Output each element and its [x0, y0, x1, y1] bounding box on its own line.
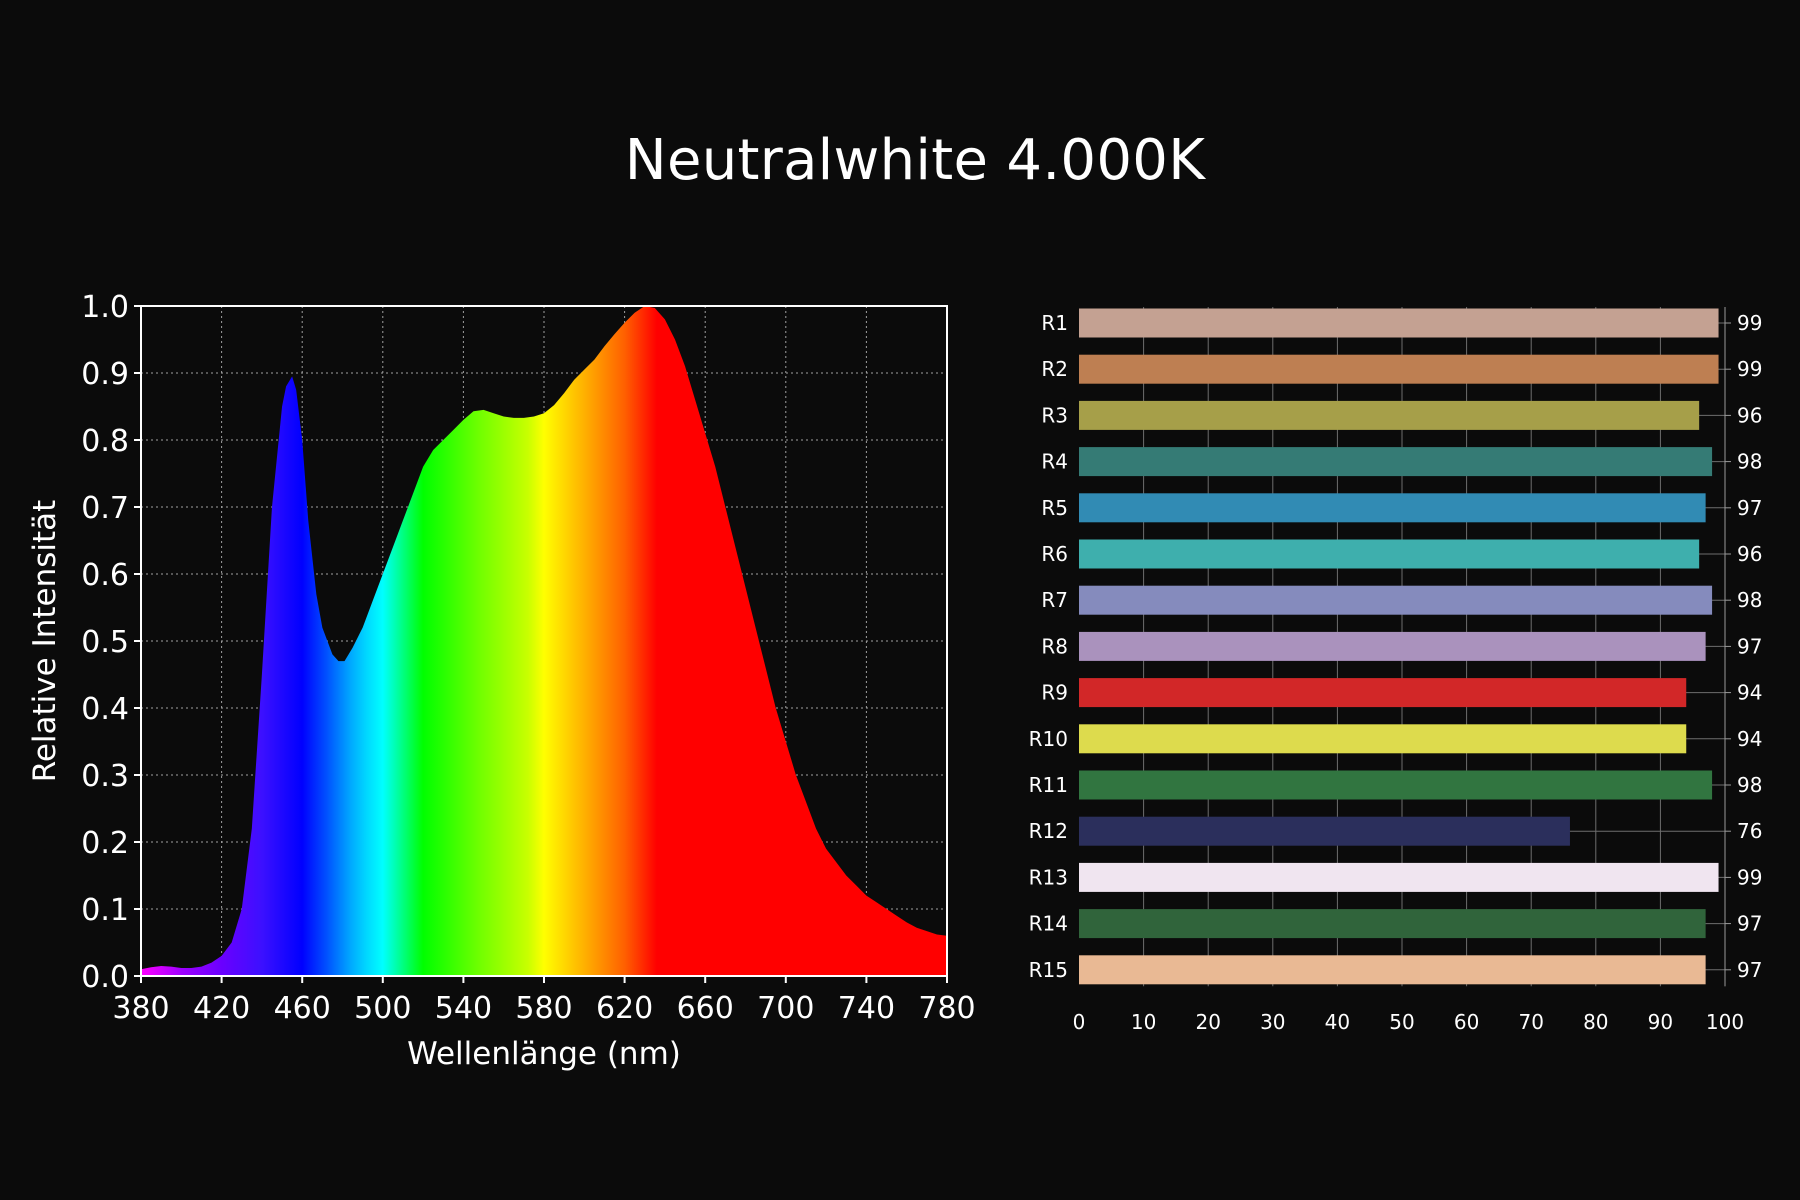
cri-x-tick-label: 20 — [1195, 1010, 1220, 1034]
y-tick-label: 0.9 — [81, 357, 129, 392]
x-tick-label: 460 — [274, 991, 331, 1026]
cri-value-label: 76 — [1737, 819, 1762, 843]
cri-value-label: 98 — [1737, 773, 1762, 797]
cri-x-tick-label: 100 — [1706, 1010, 1744, 1034]
cri-value-label: 98 — [1737, 588, 1762, 612]
cri-category-labels: R1 R2 R3 R4 R5 R6 R7 R8 R9 R10 R11 R12 R13 R14 R15 — [1029, 311, 1068, 982]
cri-category-label: R10 — [1029, 727, 1068, 751]
cri-category-label: R13 — [1029, 865, 1068, 889]
spectrum-area — [141, 306, 947, 976]
cri-x-tick-label: 50 — [1389, 1010, 1414, 1034]
cri-category-label: R7 — [1041, 588, 1068, 612]
x-tick-label: 660 — [677, 991, 734, 1026]
cri-bars — [1079, 308, 1719, 985]
y-tick-label: 0.4 — [81, 692, 129, 727]
cri-x-tick-label: 0 — [1073, 1010, 1086, 1034]
cri-bar — [1079, 493, 1706, 523]
cri-value-label: 99 — [1737, 357, 1762, 381]
cri-bar — [1079, 678, 1687, 708]
y-tick-label: 0.1 — [81, 893, 129, 928]
cri-category-label: R11 — [1029, 773, 1068, 797]
cri-bar — [1079, 585, 1713, 615]
x-tick-label: 580 — [515, 991, 572, 1026]
cri-x-tick-label: 60 — [1454, 1010, 1479, 1034]
cri-category-label: R12 — [1029, 819, 1068, 843]
cri-bar — [1079, 816, 1570, 846]
cri-x-tick-label: 10 — [1131, 1010, 1156, 1034]
cri-bar — [1079, 539, 1700, 569]
x-tick-label: 700 — [757, 991, 814, 1026]
x-tick-label: 740 — [838, 991, 895, 1026]
cri-value-label: 99 — [1737, 865, 1762, 889]
cri-category-label: R8 — [1041, 634, 1068, 658]
cri-category-label: R6 — [1041, 542, 1068, 566]
cri-bar — [1079, 862, 1719, 892]
cri-category-label: R4 — [1041, 450, 1068, 474]
cri-x-tick-label: 30 — [1260, 1010, 1285, 1034]
y-tick-label: 0.5 — [81, 625, 129, 660]
x-tick-label: 500 — [354, 991, 411, 1026]
cri-bar — [1079, 770, 1713, 800]
cri-category-label: R1 — [1041, 311, 1068, 335]
y-tick-label: 0.8 — [81, 424, 129, 459]
cri-bar — [1079, 447, 1713, 477]
cri-value-label: 96 — [1737, 542, 1762, 566]
cri-value-label: 96 — [1737, 403, 1762, 427]
x-tick-label: 420 — [193, 991, 250, 1026]
cri-bar — [1079, 400, 1700, 430]
y-tick-label: 0.2 — [81, 826, 129, 861]
y-tick-label: 0.6 — [81, 558, 129, 593]
cri-value-label: 94 — [1737, 681, 1762, 705]
x-tick-label: 620 — [596, 991, 653, 1026]
x-tick-label: 380 — [112, 991, 169, 1026]
cri-x-tick-label: 70 — [1518, 1010, 1543, 1034]
cri-value-label: 97 — [1737, 912, 1762, 936]
cri-value-label: 98 — [1737, 450, 1762, 474]
y-tick-label: 1.0 — [81, 290, 129, 325]
y-tick-label: 0.7 — [81, 491, 129, 526]
x-tick-label: 780 — [918, 991, 975, 1026]
y-axis-label: Relative Intensität — [27, 500, 63, 783]
cri-bar — [1079, 909, 1706, 939]
y-tick-label: 0.3 — [81, 759, 129, 794]
cri-value-label: 99 — [1737, 311, 1762, 335]
spectrum-x-ticks: 380 420 460 500 540 580 620 660 700 740 780 — [112, 976, 976, 1026]
cri-category-label: R9 — [1041, 681, 1068, 705]
cri-value-label: 97 — [1737, 958, 1762, 982]
spectrum-y-ticks: 0.0 0.1 0.2 0.3 0.4 0.5 0.6 0.7 0.8 0.9 1.0 — [81, 290, 141, 995]
cri-value-labels: 99 99 96 98 97 96 98 97 94 94 98 76 99 97 97 — [1725, 311, 1762, 982]
cri-x-tick-label: 40 — [1325, 1010, 1350, 1034]
y-tick-label: 0.0 — [81, 960, 129, 995]
cri-bar — [1079, 955, 1706, 985]
cri-bar — [1079, 631, 1706, 661]
cri-value-label: 97 — [1737, 496, 1762, 520]
cri-category-label: R3 — [1041, 403, 1068, 427]
x-tick-label: 540 — [435, 991, 492, 1026]
cri-category-label: R5 — [1041, 496, 1068, 520]
cri-bar — [1079, 354, 1719, 384]
cri-x-tick-label: 90 — [1648, 1010, 1673, 1034]
cri-value-label: 94 — [1737, 727, 1762, 751]
x-axis-label: Wellenlänge (nm) — [407, 1036, 681, 1072]
cri-bar — [1079, 724, 1687, 754]
cri-bar — [1079, 308, 1719, 338]
cri-category-label: R14 — [1029, 912, 1068, 936]
cri-category-label: R2 — [1041, 357, 1068, 381]
cri-x-tick-label: 80 — [1583, 1010, 1608, 1034]
cri-x-ticks: 0 10 20 30 40 50 60 70 80 90 100 — [1073, 1010, 1744, 1034]
cri-category-label: R15 — [1029, 958, 1068, 982]
chart-title: Neutralwhite 4.000K — [624, 128, 1206, 193]
cri-value-label: 97 — [1737, 634, 1762, 658]
